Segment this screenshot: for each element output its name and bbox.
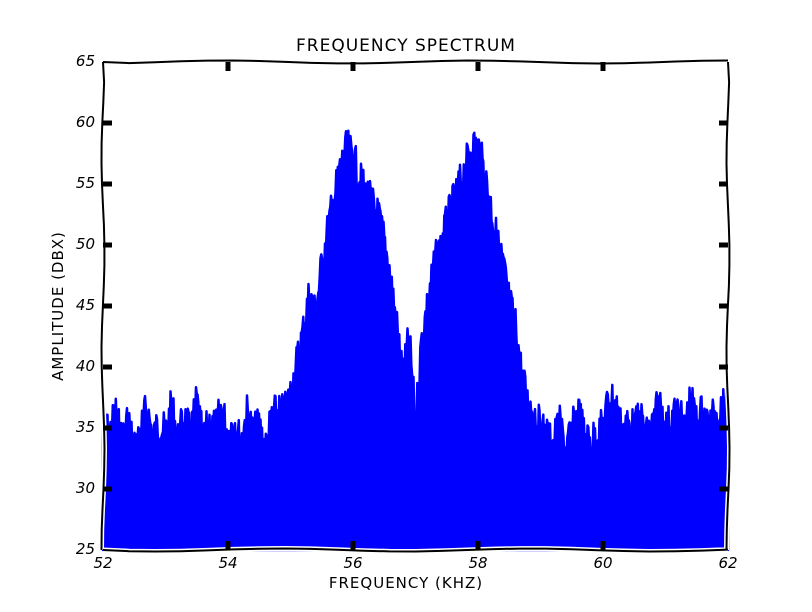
y-tick-label: 65 (75, 52, 95, 70)
y-tick-label: 35 (75, 418, 95, 436)
x-tick-label: 58 (468, 554, 488, 572)
y-axis-label: AMPLITUDE (DBX) (49, 231, 67, 381)
x-tick-label: 60 (593, 554, 613, 572)
x-axis-label: FREQUENCY (KHZ) (328, 574, 484, 592)
y-tick-label: 30 (75, 479, 95, 497)
y-tick-label: 25 (75, 540, 95, 558)
y-tick-label: 55 (75, 174, 95, 192)
x-tick-label: 52 (93, 554, 113, 572)
chart-title: FREQUENCY SPECTRUM (296, 36, 516, 56)
spectrum-series (101, 129, 730, 552)
y-tick-label: 40 (75, 357, 95, 375)
x-tick-label: 62 (718, 554, 738, 572)
y-tick-label: 45 (75, 296, 95, 314)
y-tick-label: 60 (75, 113, 95, 131)
tick-marks (103, 62, 728, 550)
x-tick-label: 56 (343, 554, 363, 572)
y-tick-label: 50 (75, 235, 95, 253)
x-tick-label: 54 (218, 554, 238, 572)
